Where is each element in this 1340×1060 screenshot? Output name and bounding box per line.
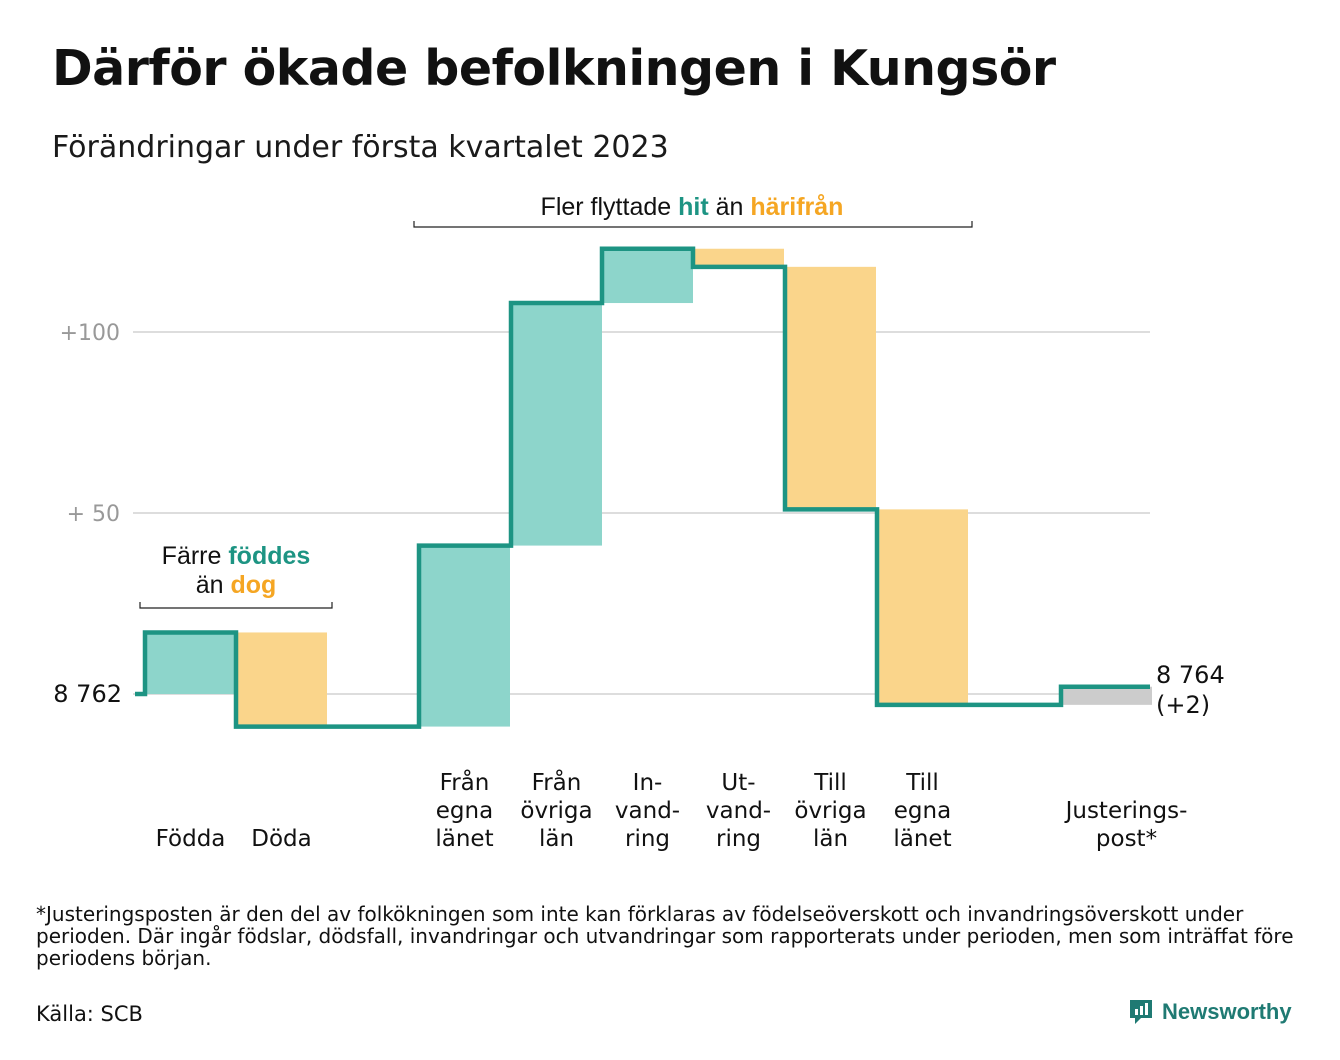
waterfall-bar	[511, 303, 602, 546]
annotation-births-deaths: Färre föddes	[162, 542, 311, 570]
waterfall-bar	[419, 545, 510, 727]
waterfall-bar	[693, 248, 784, 267]
end-value-label: 8 764	[1156, 661, 1225, 689]
category-label: Från övriga län	[520, 768, 592, 852]
cumulative-step-line	[135, 246, 1150, 729]
brand-name: Newsworthy	[1162, 999, 1292, 1024]
category-label: Justerings-post*	[1064, 798, 1188, 852]
category-label: Till egna länet	[893, 770, 951, 852]
waterfall-bar	[1061, 686, 1152, 705]
waterfall-bar	[602, 248, 693, 304]
y-tick-label: +100	[60, 321, 120, 346]
category-label: Ut-vand-ring	[706, 770, 771, 852]
start-value-label: 8 762	[53, 680, 122, 708]
waterfall-bar	[877, 509, 968, 705]
category-label: Från egna länet	[435, 768, 493, 852]
annotation-bracket	[139, 602, 333, 609]
waterfall-chart: +100 + 50 8 762 8 764(+2) Födda Döda Från egna l…	[53, 193, 1225, 852]
chart-title: Därför ökade befolkningen i Kungsör	[52, 40, 1056, 97]
end-change-label: (+2)	[1156, 691, 1210, 719]
chart-subtitle: Förändringar under första kvartalet 2023	[52, 130, 669, 165]
annotation-migration: Fler flyttade hit än härifrån	[541, 193, 844, 221]
annotation-births-deaths-line2: än dog	[196, 571, 277, 599]
category-label: Födda	[156, 826, 226, 852]
category-label: In-vand-ring	[615, 770, 680, 852]
waterfall-bar	[145, 632, 236, 694]
annotation-bracket	[413, 221, 973, 228]
source-note: Källa: SCB	[36, 1002, 143, 1026]
category-label: Till övriga län	[794, 770, 866, 852]
category-label: Döda	[251, 826, 311, 852]
y-tick-label: + 50	[67, 502, 120, 527]
footnote: *Justeringsposten är den del av folkökni…	[36, 902, 1294, 970]
waterfall-bar	[236, 632, 327, 727]
waterfall-bar	[785, 266, 876, 510]
brand-logo: Newsworthy	[1128, 998, 1292, 1026]
newsworthy-logo-icon	[1130, 1000, 1152, 1024]
